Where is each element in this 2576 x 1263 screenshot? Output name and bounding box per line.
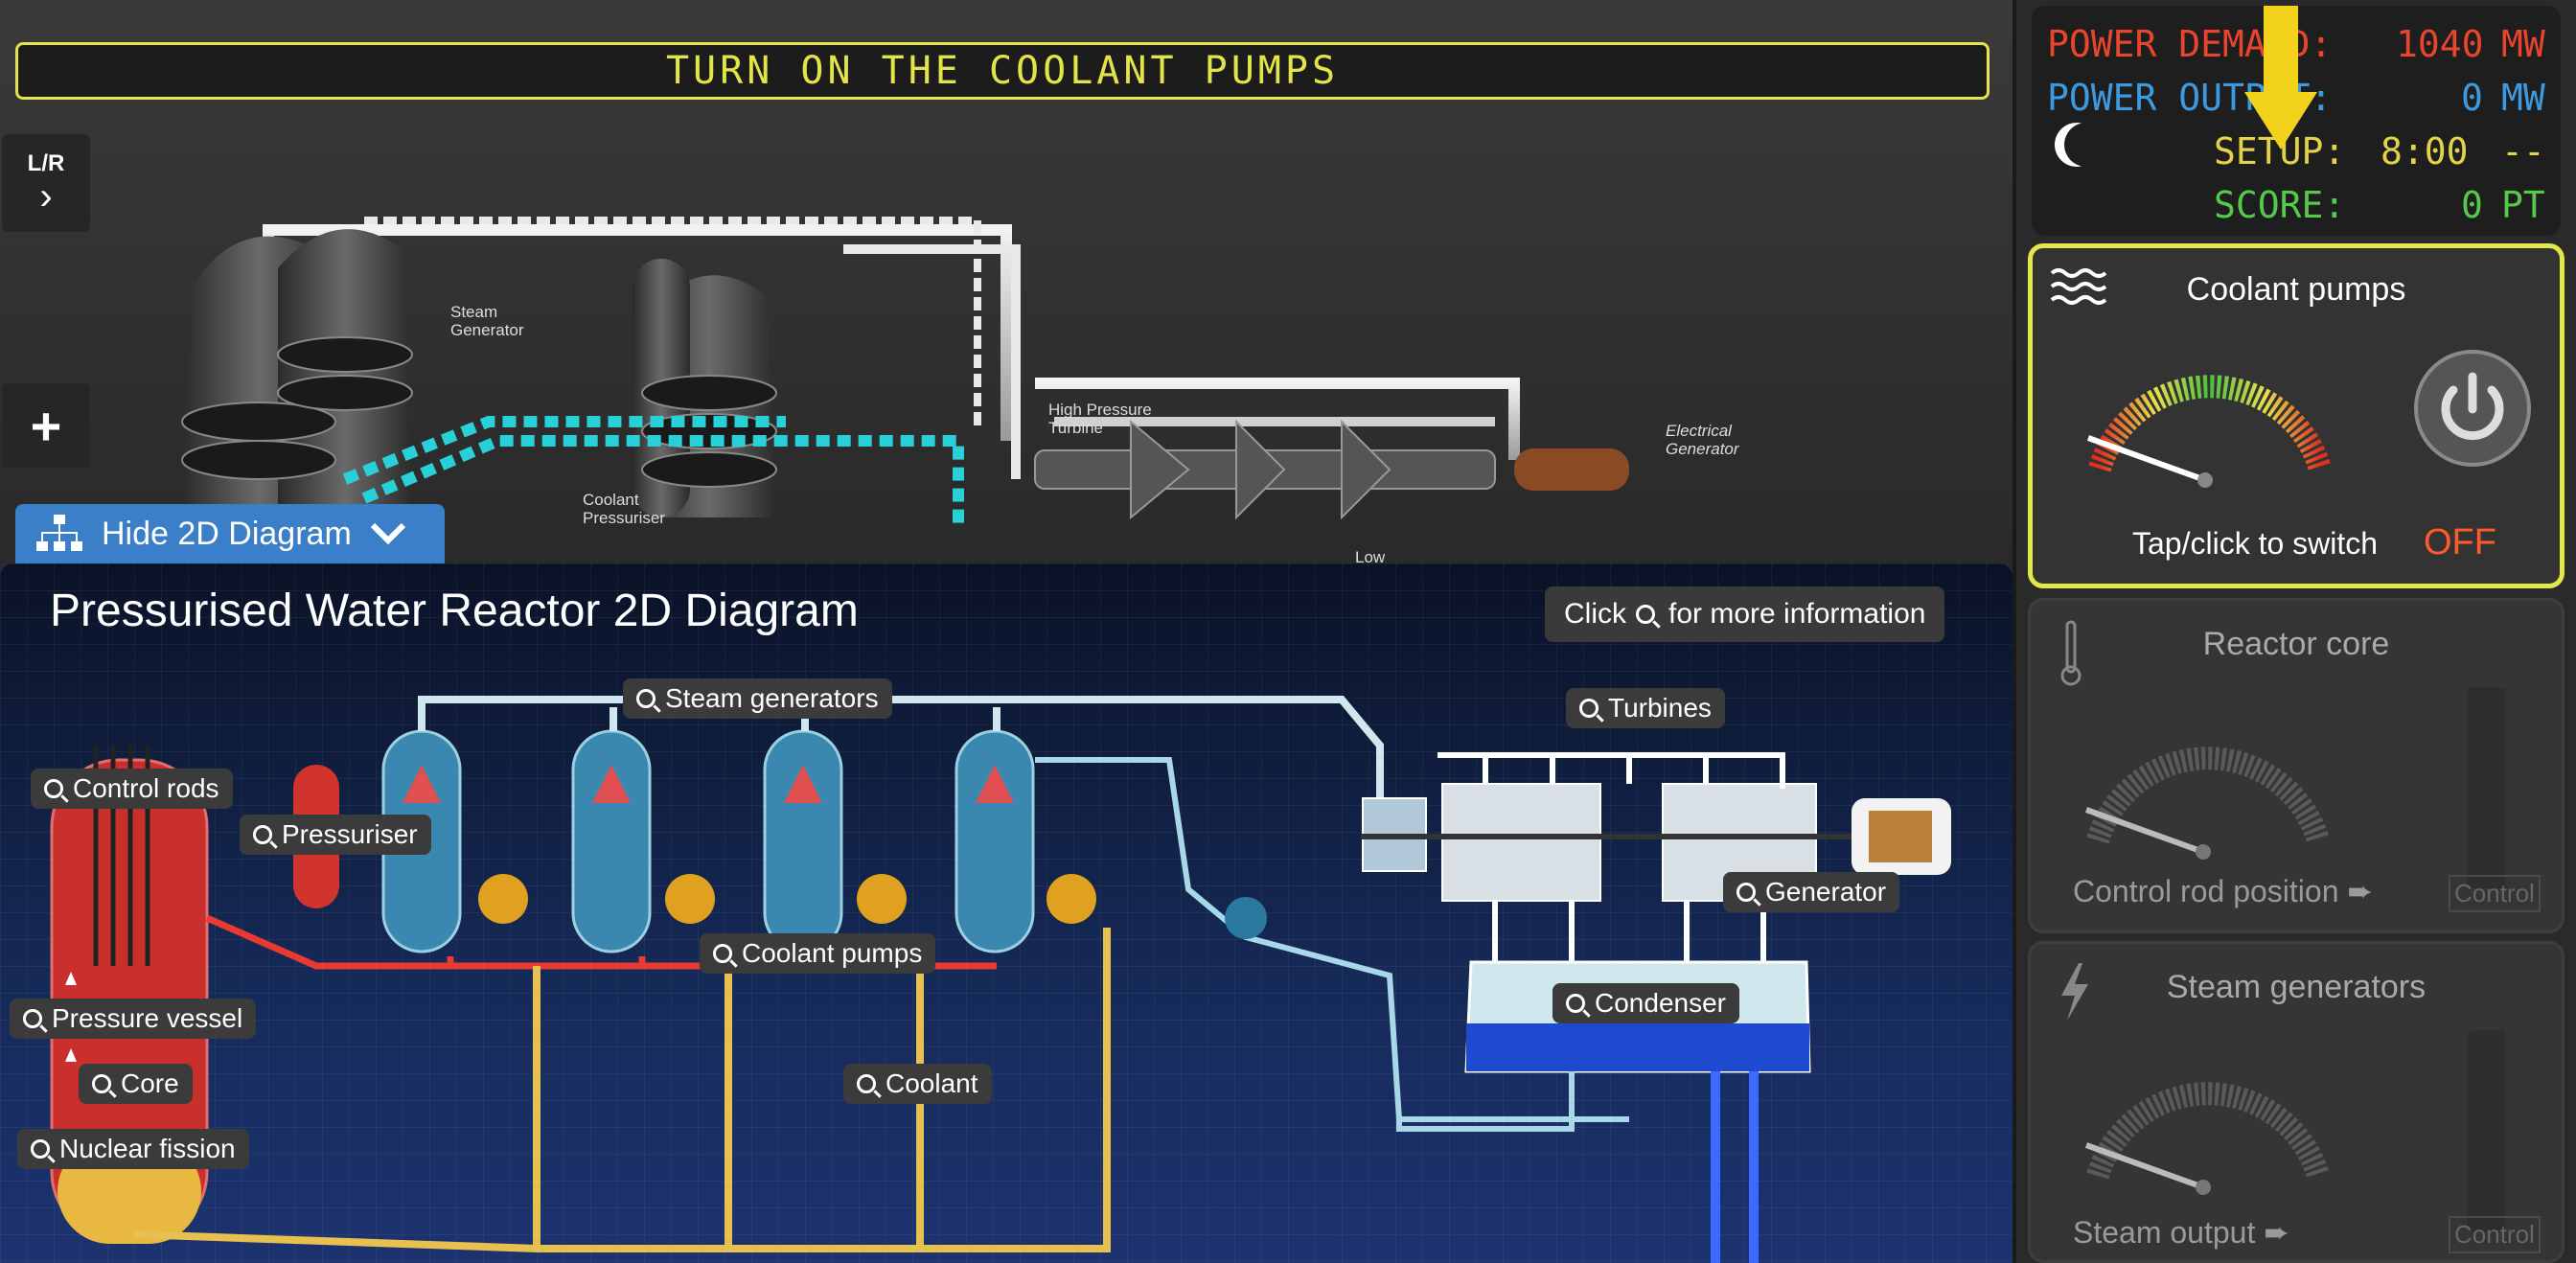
lr-label: L/R xyxy=(27,150,65,176)
core-label: Core xyxy=(121,1068,179,1098)
steam-generators-card: Steam generators Steam output ➨ Control xyxy=(2028,941,2564,1263)
score-label: SCORE: xyxy=(2214,184,2346,226)
turbines-info-button[interactable]: Turbines xyxy=(1566,688,1725,728)
pressure-vessel-info-button[interactable]: Pressure vessel xyxy=(10,999,257,1039)
low-pressure-scene-label: Low xyxy=(1355,548,1386,566)
instruction-banner: TURN ON THE COOLANT PUMPS xyxy=(15,42,1990,100)
control-panel: POWER DEMAND: 1040 MW POWER OUTPUT: 0 MW… xyxy=(2016,0,2576,1263)
control-rods-info-button[interactable]: Control rods xyxy=(31,769,233,809)
info-hint: Click for more information xyxy=(1545,586,1945,642)
condenser-info-button[interactable]: Condenser xyxy=(1552,983,1739,1023)
high-pressure-turbine-scene-label: High Pressure Turbine xyxy=(1048,401,1152,437)
steam-generators-label: Steam generators xyxy=(665,683,879,713)
pointer-arrow-icon xyxy=(2244,6,2317,149)
magnifier-icon xyxy=(636,689,656,708)
lr-toggle-button[interactable]: L/R › xyxy=(2,134,90,232)
generator-info-button[interactable]: Generator xyxy=(1723,872,1900,912)
steam-output-label: Steam output ➨ xyxy=(2073,1215,2290,1250)
coolant-pumps-title: Coolant pumps xyxy=(2186,271,2406,308)
pressuriser-info-button[interactable]: Pressuriser xyxy=(240,815,431,855)
diagram-title: Pressurised Water Reactor 2D Diagram xyxy=(50,586,859,636)
core-info-button[interactable]: Core xyxy=(79,1064,193,1104)
steam-generator-scene-label: Steam Generator xyxy=(450,303,524,339)
power-demand-unit: MW xyxy=(2501,23,2545,65)
power-output-unit: MW xyxy=(2501,77,2545,119)
reactor-core-gauge xyxy=(2084,746,2330,860)
setup-value: 8:00 xyxy=(2380,130,2469,172)
magnifier-icon xyxy=(1636,605,1655,624)
magnifier-icon xyxy=(23,1009,42,1028)
power-output-value: 0 xyxy=(2461,77,2483,119)
status-display: POWER DEMAND: 1040 MW POWER OUTPUT: 0 MW… xyxy=(2032,6,2561,236)
waves-icon xyxy=(2050,268,2107,305)
magnifier-icon xyxy=(857,1074,876,1093)
condenser-label: Condenser xyxy=(1595,988,1726,1018)
chevron-down-icon xyxy=(370,522,405,545)
pressuriser-label: Pressuriser xyxy=(282,819,418,849)
simulation-view: TURN ON THE COOLANT PUMPS L/R › + xyxy=(0,0,2012,1263)
score-unit: PT xyxy=(2501,184,2545,226)
magnifier-icon xyxy=(92,1074,111,1093)
electrical-generator-scene-label: Electrical Generator xyxy=(1666,422,1739,458)
instruction-text: TURN ON THE COOLANT PUMPS xyxy=(665,49,1340,93)
magnifier-icon xyxy=(713,944,732,963)
coolant-label: Coolant xyxy=(886,1068,978,1098)
turbines-label: Turbines xyxy=(1608,693,1712,723)
moon-icon[interactable] xyxy=(2064,123,2108,167)
reactor-core-card: Reactor core Control rod position ➨ Cont… xyxy=(2028,598,2564,933)
chevron-right-icon: › xyxy=(39,175,53,218)
pressure-vessel-label: Pressure vessel xyxy=(52,1003,243,1033)
control-rod-position-label: Control rod position ➨ xyxy=(2073,874,2374,908)
coolant-pressuriser-scene-label: Coolant Pressuriser xyxy=(583,491,665,527)
magnifier-icon xyxy=(1736,883,1756,902)
lightning-icon xyxy=(2061,963,2088,1021)
info-hint-suffix: for more information xyxy=(1668,598,1926,630)
control-rod-control-box: Control xyxy=(2449,875,2541,912)
steam-generators-title: Steam generators xyxy=(2166,969,2426,1005)
magnifier-icon xyxy=(1566,994,1585,1013)
2d-diagram-panel: Pressurised Water Reactor 2D Diagram Cli… xyxy=(0,563,2012,1263)
plus-icon: + xyxy=(30,395,62,456)
power-demand-value: 1040 xyxy=(2396,23,2484,65)
hide-2d-diagram-label: Hide 2D Diagram xyxy=(102,515,352,552)
score-value: 0 xyxy=(2461,184,2483,226)
thermometer-icon xyxy=(2060,620,2082,686)
control-rods-label: Control rods xyxy=(73,773,219,803)
steam-output-slider xyxy=(2468,1030,2506,1231)
hide-2d-diagram-button[interactable]: Hide 2D Diagram xyxy=(15,504,445,563)
magnifier-icon xyxy=(44,779,63,798)
reactor-2d-diagram xyxy=(50,696,1951,1263)
steam-output-control-box: Control xyxy=(2449,1216,2541,1253)
magnifier-icon xyxy=(253,825,272,844)
power-icon xyxy=(2441,372,2504,441)
coolant-pumps-power-button[interactable] xyxy=(2414,350,2531,467)
coolant-pumps-gauge xyxy=(2086,375,2332,488)
steam-generators-gauge xyxy=(2084,1082,2330,1195)
generator-label: Generator xyxy=(1765,877,1887,907)
coolant-pumps-card[interactable]: Coolant pumps Tap/click to switch OFF xyxy=(2028,243,2564,588)
steam-generators-info-button[interactable]: Steam generators xyxy=(623,678,892,719)
power-demand-row: POWER DEMAND: xyxy=(2047,23,2332,65)
coolant-pumps-label: Coolant pumps xyxy=(742,938,923,968)
zoom-in-button[interactable]: + xyxy=(2,383,90,468)
magnifier-icon xyxy=(31,1139,50,1159)
nuclear-fission-label: Nuclear fission xyxy=(59,1134,236,1163)
coolant-pumps-state: OFF xyxy=(2424,522,2496,563)
diagram-icon xyxy=(36,515,82,551)
coolant-info-button[interactable]: Coolant xyxy=(843,1064,992,1104)
coolant-pumps-info-button[interactable]: Coolant pumps xyxy=(700,933,936,974)
power-demand-label: POWER DEMAND: xyxy=(2047,23,2333,65)
control-rod-slider xyxy=(2468,687,2506,888)
magnifier-icon xyxy=(1579,699,1598,718)
tap-to-switch-hint: Tap/click to switch xyxy=(2132,526,2379,561)
reactor-core-title: Reactor core xyxy=(2202,626,2390,662)
reactor-3d-scene[interactable] xyxy=(172,192,1802,565)
nuclear-fission-info-button[interactable]: Nuclear fission xyxy=(17,1129,249,1169)
info-hint-prefix: Click xyxy=(1564,598,1626,630)
setup-unit: -- xyxy=(2501,130,2545,172)
